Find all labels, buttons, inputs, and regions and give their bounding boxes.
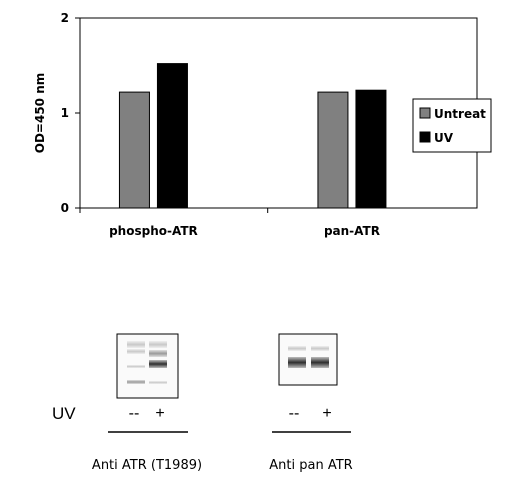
lane-label-left-untreated: --: [129, 405, 140, 422]
blot-band: [127, 365, 145, 368]
blot-panel-anti-atr-t1989: [116, 333, 179, 399]
legend: Untreat UV: [412, 98, 492, 153]
blot-band: [311, 346, 329, 351]
bar-uv-pan-atr: [355, 89, 387, 209]
blot-band: [149, 341, 167, 348]
lane-label-left-uv: +: [155, 405, 164, 422]
bar-untreat-pan-atr: [317, 91, 349, 209]
legend-swatch-untreat: [419, 107, 431, 119]
y-ticks: 0 1 2: [61, 11, 80, 215]
blot-panel-anti-pan-atr: [278, 333, 338, 386]
category-labels: phospho-ATR pan-ATR: [109, 224, 380, 238]
blot-band: [127, 380, 145, 384]
legend-label-uv: UV: [434, 131, 454, 145]
lane-label-right-uv: +: [322, 405, 331, 422]
bar-chart: 0 1 2 phospho-ATR pan-ATR OD=450 nm Untreat…: [33, 11, 492, 238]
blot-band: [127, 341, 145, 348]
blot-band: [149, 381, 167, 384]
y-tick-label: 1: [61, 106, 69, 120]
x-category-label: pan-ATR: [324, 224, 380, 238]
blot-band: [288, 346, 306, 351]
y-axis-title: OD=450 nm: [33, 73, 47, 154]
blot-band: [149, 350, 167, 357]
bar-uv-phospho-atr: [156, 63, 188, 209]
y-tick-label: 2: [61, 11, 69, 25]
lane-label-right-untreated: --: [289, 405, 300, 422]
uv-row-label: UV: [52, 404, 76, 423]
blot-caption-right: Anti pan ATR: [269, 458, 352, 473]
blot-section: UV -- + -- + Anti ATR (T1989) Anti pan A…: [52, 333, 353, 473]
blot-band: [127, 349, 145, 354]
blot-frame: [116, 333, 179, 399]
y-tick-label: 0: [61, 201, 69, 215]
legend-label-untreat: Untreat: [434, 107, 486, 121]
x-ticks: [79, 208, 269, 213]
bar-untreat-phospho-atr: [118, 91, 150, 209]
bars: [118, 63, 387, 209]
x-category-label: phospho-ATR: [109, 224, 198, 238]
blot-band: [288, 357, 306, 368]
blot-caption-left: Anti ATR (T1989): [92, 458, 202, 473]
legend-frame: [412, 98, 492, 153]
blot-band: [311, 357, 329, 368]
blot-band: [149, 360, 167, 368]
legend-swatch-uv: [419, 131, 431, 143]
